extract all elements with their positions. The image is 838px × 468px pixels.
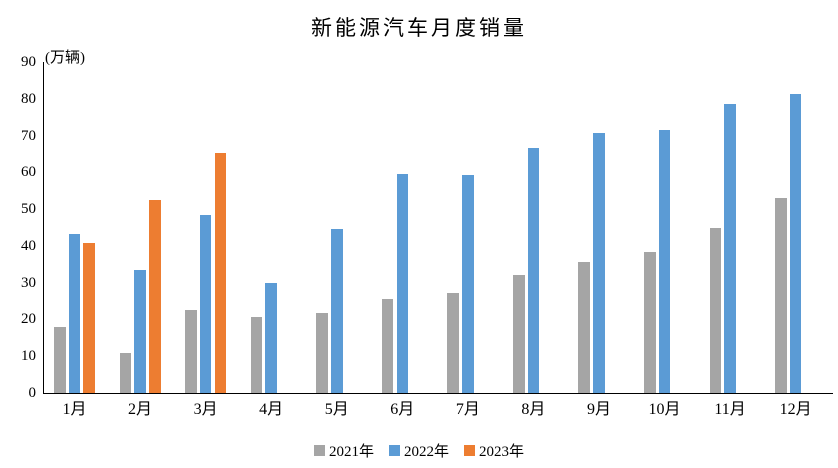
legend: 2021年 2022年 2023年: [0, 439, 838, 461]
legend-swatch-icon: [313, 444, 325, 456]
x-tick-label: 3月: [193, 401, 218, 418]
x-tick-label: 7月: [455, 401, 480, 418]
legend-item-2023年: 2023年: [464, 440, 524, 461]
x-tick-label: 8月: [521, 401, 546, 418]
bar-2022年-1月: [68, 234, 81, 393]
y-tick-label: 0: [28, 385, 37, 401]
x-tick-label: 2月: [128, 401, 153, 418]
bar-2021年-9月: [578, 261, 591, 393]
bar-2022年-3月: [199, 214, 212, 393]
bar-2021年-1月: [54, 327, 66, 393]
bar-2021年-8月: [512, 274, 525, 393]
bar-2022年-9月: [593, 132, 605, 393]
bar-2021年-5月: [316, 313, 328, 393]
x-tick-label: 4月: [259, 401, 284, 418]
x-tick-label: 12月: [779, 401, 812, 418]
x-tick-label: 1月: [62, 401, 87, 418]
legend-item-2022年: 2022年: [388, 440, 449, 461]
bar-2022年-2月: [134, 270, 146, 393]
bar-2021年-10月: [644, 252, 656, 393]
y-tick-label: 80: [21, 90, 36, 107]
legend-swatch-icon: [464, 444, 475, 456]
x-tick-label: 5月: [324, 401, 349, 418]
bar-2022年-12月: [789, 93, 802, 393]
y-tick-label: 10: [21, 348, 36, 365]
x-tick-label: 10月: [648, 401, 681, 418]
legend-item-2021年: 2021年: [313, 440, 374, 461]
bar-2021年-2月: [119, 352, 132, 393]
bar-2021年-11月: [709, 227, 722, 393]
x-tick-label: 6月: [390, 401, 415, 418]
bar-2021年-3月: [185, 309, 197, 393]
x-tick-label: 11月: [714, 401, 746, 418]
legend-label: 2021年: [328, 443, 374, 460]
y-axis-unit-label: (万辆): [45, 50, 85, 66]
y-tick-label: 50: [21, 201, 36, 218]
bar-2022年-10月: [658, 130, 671, 393]
y-tick-label: 30: [21, 274, 36, 291]
bar-2022年-5月: [330, 228, 343, 393]
bar-2023年-3月: [214, 152, 227, 393]
y-tick-label: 20: [21, 311, 36, 328]
y-tick-label: 40: [21, 237, 36, 254]
legend-swatch-icon: [388, 444, 400, 456]
bar-2022年-7月: [462, 174, 474, 393]
bar-2022年-4月: [265, 283, 277, 393]
bar-2022年-11月: [724, 103, 736, 393]
bar-2021年-7月: [447, 293, 459, 393]
x-tick-label: 9月: [586, 401, 611, 418]
legend-label: 2023年: [479, 443, 525, 460]
y-tick-label: 70: [21, 127, 36, 144]
bar-2023年-1月: [83, 242, 95, 393]
bar-2023年-2月: [148, 199, 161, 393]
chart-title: 新能源汽车月度销量: [311, 16, 527, 40]
y-tick-label: 90: [21, 54, 36, 70]
bar-2022年-6月: [396, 173, 409, 393]
legend-label: 2022年: [403, 443, 449, 460]
bar-2021年-6月: [381, 298, 394, 393]
y-axis-line: [43, 62, 45, 393]
y-tick-label: 60: [21, 164, 36, 181]
x-axis-line: [43, 393, 833, 395]
bar-2022年-8月: [527, 148, 540, 393]
bar-2021年-4月: [250, 317, 263, 393]
bar-2021年-12月: [775, 197, 787, 393]
